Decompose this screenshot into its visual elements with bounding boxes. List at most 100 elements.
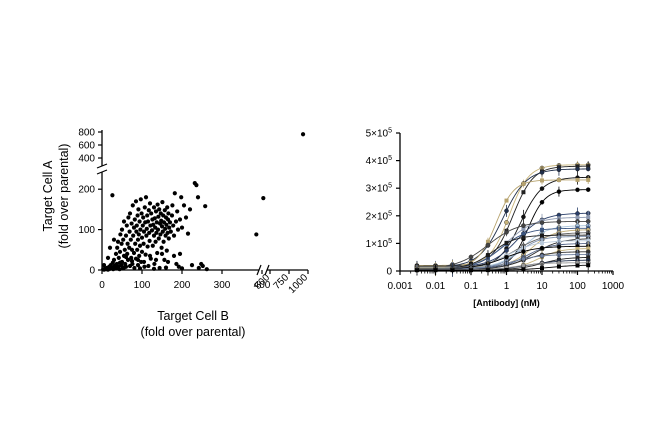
scatter-point bbox=[159, 251, 165, 256]
scatter-point bbox=[128, 237, 133, 242]
scatter-point bbox=[131, 250, 137, 256]
scatter-point bbox=[126, 215, 131, 220]
scatter-x-tick-label: 100 bbox=[134, 280, 151, 291]
scatter-point bbox=[142, 264, 147, 269]
dose-point bbox=[540, 266, 544, 271]
scatter-point bbox=[143, 195, 149, 200]
dose-point bbox=[540, 233, 544, 238]
scatter-point bbox=[111, 237, 117, 242]
dose-series bbox=[414, 260, 591, 276]
dose-point bbox=[586, 177, 591, 182]
dose-x-tick-label: 10 bbox=[536, 281, 548, 292]
scatter-point bbox=[171, 223, 176, 228]
scatter-point bbox=[122, 247, 127, 252]
scatter-point bbox=[107, 245, 113, 250]
dose-point bbox=[556, 234, 562, 240]
scatter-point bbox=[149, 211, 154, 216]
dose-point bbox=[521, 190, 526, 195]
scatter-point bbox=[145, 219, 151, 224]
scatter-point bbox=[163, 265, 169, 270]
scatter-point bbox=[183, 215, 189, 220]
dose-series bbox=[414, 186, 591, 274]
scatter-point bbox=[117, 249, 123, 254]
dose-point bbox=[556, 264, 561, 269]
scatter-y-label: Target Cell A bbox=[41, 160, 55, 232]
dose-y-tick-labels: 0 1×105 2×105 3×105 4×105 5×105 bbox=[366, 128, 393, 278]
dose-curve bbox=[416, 165, 589, 267]
scatter-point bbox=[129, 255, 134, 260]
dose-point bbox=[585, 166, 591, 172]
scatter-point bbox=[139, 249, 145, 254]
scatter-point bbox=[134, 229, 139, 234]
scatter-point bbox=[125, 241, 130, 246]
scatter-point bbox=[200, 263, 205, 269]
scatter-point bbox=[113, 251, 119, 256]
scatter-point bbox=[127, 229, 132, 234]
scatter-point bbox=[154, 230, 159, 235]
scatter-x-ticks: 0 100 200 300 400 500 750 1000 bbox=[99, 270, 310, 296]
scatter-point bbox=[159, 245, 164, 250]
dose-point bbox=[504, 208, 509, 214]
scatter-point bbox=[169, 213, 175, 218]
scatter-point bbox=[158, 232, 163, 237]
scatter-point bbox=[160, 229, 165, 234]
scatter-point bbox=[144, 226, 149, 231]
scatter-point bbox=[130, 203, 135, 208]
dose-series bbox=[414, 170, 591, 276]
dose-point bbox=[485, 253, 490, 258]
scatter-point bbox=[196, 265, 201, 271]
scatter-point bbox=[162, 257, 167, 262]
scatter-point bbox=[149, 228, 155, 233]
scatter-point bbox=[147, 201, 153, 206]
dose-x-tick-label: 1000 bbox=[602, 281, 625, 292]
scatter-point bbox=[167, 225, 172, 230]
scatter-y-tick-label: 100 bbox=[78, 225, 95, 236]
scatter-point bbox=[146, 208, 151, 213]
dose-x-tick-label: 0.01 bbox=[426, 281, 446, 292]
dose-point bbox=[586, 246, 591, 251]
scatter-point bbox=[146, 263, 151, 269]
scatter-point bbox=[135, 257, 141, 262]
scatter-y-sublabel: (fold over parental) bbox=[57, 144, 71, 249]
dose-point bbox=[504, 248, 509, 253]
scatter-point bbox=[139, 235, 145, 240]
scatter-y-axis-break bbox=[96, 163, 108, 175]
scatter-point bbox=[168, 229, 173, 234]
scatter-point bbox=[165, 259, 171, 265]
dose-point bbox=[504, 240, 509, 245]
scatter-point bbox=[204, 267, 209, 272]
scatter-point bbox=[115, 239, 121, 244]
dose-point bbox=[540, 240, 544, 245]
scatter-point bbox=[164, 248, 169, 253]
dose-point bbox=[469, 268, 473, 273]
dose-point bbox=[575, 166, 580, 172]
scatter-point bbox=[174, 261, 179, 267]
scatter-point bbox=[159, 224, 165, 229]
dose-point bbox=[521, 181, 526, 186]
scatter-point bbox=[129, 221, 134, 226]
dose-response-chart: 0.001 0.01 0.1 1 10 100 1000 0 1×105 2×1… bbox=[366, 128, 625, 309]
scatter-point bbox=[141, 229, 147, 234]
scatter-point bbox=[138, 197, 143, 202]
dose-point bbox=[540, 227, 544, 232]
scatter-point bbox=[133, 241, 138, 246]
dose-curve bbox=[416, 216, 589, 269]
scatter-point bbox=[110, 193, 115, 198]
scatter-point bbox=[125, 251, 130, 256]
dose-point bbox=[586, 215, 591, 220]
dose-curve bbox=[416, 234, 589, 270]
dose-point bbox=[556, 178, 561, 183]
scatter-point bbox=[160, 200, 165, 205]
dose-x-ticks bbox=[399, 271, 614, 275]
dose-y-tick-label: 3×105 bbox=[366, 183, 393, 195]
scatter-point bbox=[175, 209, 180, 214]
scatter-point bbox=[119, 227, 125, 232]
dose-point bbox=[468, 254, 474, 260]
dose-point bbox=[586, 263, 591, 268]
dose-point bbox=[521, 223, 526, 228]
scatter-point bbox=[139, 211, 144, 216]
scatter-point bbox=[164, 222, 169, 227]
scatter-y-tick-label: 200 bbox=[78, 185, 95, 196]
scatter-point bbox=[116, 255, 121, 260]
